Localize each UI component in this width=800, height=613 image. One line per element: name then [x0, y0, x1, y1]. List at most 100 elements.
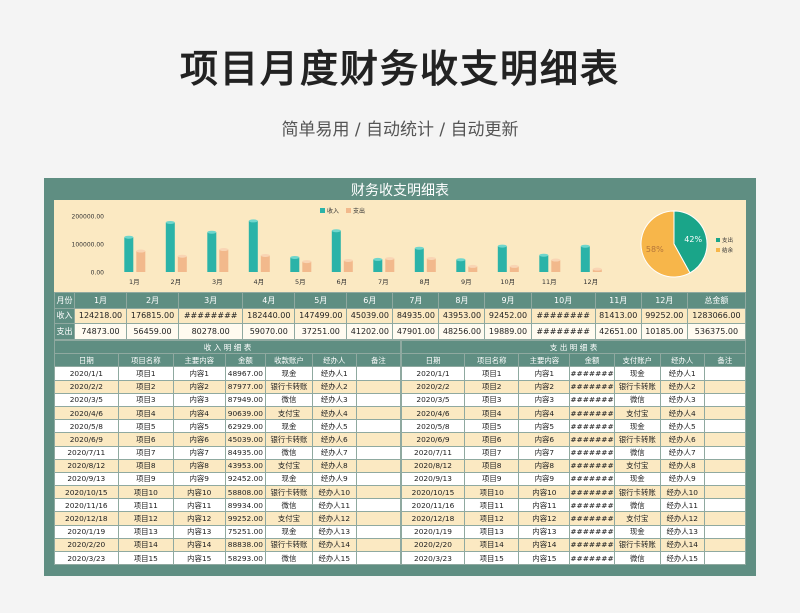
- table-cell: 2020/8/12: [54, 458, 119, 473]
- summary-header-cell: 12月: [640, 292, 688, 309]
- table-cell: #######: [569, 432, 615, 447]
- table-cell: [703, 445, 747, 460]
- table-cell: 项目3: [463, 392, 520, 407]
- table-cell: 项目15: [463, 550, 520, 566]
- table-row: 2020/8/12 项目8 内容8 43953.00 支付宝 经办人8: [54, 458, 402, 473]
- legend-expense-label: 支出: [353, 207, 365, 215]
- table-cell: 内容2: [172, 379, 226, 394]
- table-row: 2020/11/16 项目11 内容11 ####### 微信 经办人11: [401, 498, 747, 513]
- table-cell: 项目4: [117, 405, 174, 421]
- table-cell: 经办人7: [659, 445, 705, 460]
- summary-header-cell: 8月: [438, 292, 486, 309]
- table-cell: 项目13: [117, 524, 174, 539]
- table-band-row: 收 入 明 细 表: [54, 339, 401, 355]
- bar-expense-cap: [343, 258, 353, 262]
- table-cell: 经办人2: [659, 379, 705, 394]
- table-cell: 银行卡转账: [265, 485, 313, 500]
- table-cell: 经办人3: [311, 392, 357, 407]
- table-cell: #######: [569, 458, 615, 473]
- table-cell: 2020/11/16: [54, 498, 119, 513]
- table-header-row: 日期 项目名称 主要内容 金额 支付账户 经办人 备注: [401, 353, 747, 368]
- table-cell: #######: [569, 445, 615, 460]
- table-cell: [355, 485, 402, 500]
- table-cell: 微信: [613, 445, 661, 460]
- bar-expense: [219, 249, 229, 272]
- table-cell: 经办人10: [659, 485, 705, 500]
- table-cell: 内容8: [518, 458, 571, 473]
- bar-expense-cap: [551, 258, 561, 262]
- table-cell: 微信: [613, 498, 661, 513]
- table-cell: 微信: [265, 498, 313, 513]
- table-row: 2020/11/16 项目11 内容11 89934.00 微信 经办人11: [54, 498, 402, 513]
- table-cell: [355, 379, 402, 394]
- summary-header-cell: 9月: [484, 292, 532, 309]
- subtitle: 简单易用 / 自动统计 / 自动更新: [281, 120, 519, 140]
- table-cell: 经办人14: [659, 537, 705, 553]
- table-cell: 项目14: [463, 537, 520, 553]
- table-cell: 2020/1/19: [401, 524, 465, 539]
- legend-income-swatch: [320, 208, 325, 213]
- table-row: 2020/3/23 项目15 内容15 ####### 微信 经办人15: [401, 550, 747, 566]
- pie-legend-swatch: [716, 238, 720, 242]
- bar-income: [456, 259, 466, 272]
- table-cell: 内容12: [172, 511, 226, 526]
- table-cell: 2020/2/2: [401, 379, 465, 394]
- table-cell: [355, 524, 402, 539]
- table-cell: 经办人9: [659, 471, 705, 487]
- table-cell: 项目7: [117, 445, 174, 460]
- table-cell: 项目8: [463, 458, 520, 473]
- column-header: 经办人: [659, 353, 705, 368]
- bar-expense: [343, 260, 353, 272]
- bar-income: [207, 232, 217, 272]
- table-cell: 经办人10: [311, 485, 357, 500]
- table-cell: 项目12: [463, 511, 520, 526]
- table-cell: 内容3: [172, 392, 226, 407]
- table-cell: 内容6: [518, 432, 571, 447]
- table-row: 2020/12/18 项目12 内容12 ####### 支付宝 经办人12: [401, 511, 747, 526]
- bar-expense-cap: [136, 249, 146, 253]
- table-cell: 项目2: [463, 379, 520, 394]
- table-cell: 经办人5: [311, 419, 357, 434]
- table-cell: 内容11: [518, 498, 571, 513]
- table-cell: 2020/3/23: [54, 550, 119, 566]
- table-cell: 经办人4: [659, 405, 705, 421]
- table-cell: 银行卡转账: [613, 379, 661, 394]
- table-row: 2020/10/15 项目10 内容10 ####### 银行卡转账 经办人10: [401, 485, 747, 500]
- table-cell: 经办人15: [311, 550, 357, 566]
- table-cell: 2020/12/18: [54, 511, 119, 526]
- bar-income-cap: [539, 253, 549, 257]
- bar-income: [497, 246, 507, 272]
- table-cell: 经办人13: [311, 524, 357, 539]
- table-cell: 经办人13: [659, 524, 705, 539]
- table-cell: 2020/6/9: [54, 432, 119, 447]
- column-header: 金额: [224, 353, 267, 368]
- table-cell: 内容15: [518, 550, 571, 566]
- summary-cell: 收入: [54, 307, 75, 324]
- summary-cell: 支出: [54, 323, 75, 340]
- table-cell: 银行卡转账: [613, 432, 661, 447]
- table-row: 2020/7/11 项目7 内容7 ####### 微信 经办人7: [401, 445, 747, 460]
- table-cell: 内容10: [518, 485, 571, 500]
- table-cell: 2020/6/9: [401, 432, 465, 447]
- table-cell: 经办人14: [311, 537, 357, 553]
- x-tick-label: 8月: [419, 278, 430, 286]
- summary-cell: 84935.00: [392, 307, 440, 324]
- table-cell: 2020/2/20: [54, 537, 119, 553]
- table-cell: #######: [569, 366, 615, 381]
- table-cell: 项目10: [463, 485, 520, 500]
- table-cell: 92452.00: [224, 471, 267, 487]
- bar-income-cap: [207, 230, 217, 234]
- table-cell: [355, 445, 402, 460]
- table-cell: 2020/2/20: [401, 537, 465, 553]
- summary-cell: 19889.00: [484, 323, 532, 340]
- bar-expense-cap: [219, 248, 229, 252]
- table-cell: 99252.00: [224, 511, 267, 526]
- summary-cell: 81413.00: [594, 307, 642, 324]
- table-cell: #######: [569, 550, 615, 566]
- table-cell: 经办人4: [311, 405, 357, 421]
- table-cell: 银行卡转账: [613, 537, 661, 553]
- summary-cell: 176815.00: [126, 307, 180, 324]
- legend-expense-swatch: [346, 208, 351, 213]
- summary-cell: 124218.00: [73, 307, 128, 324]
- table-cell: 项目5: [463, 419, 520, 434]
